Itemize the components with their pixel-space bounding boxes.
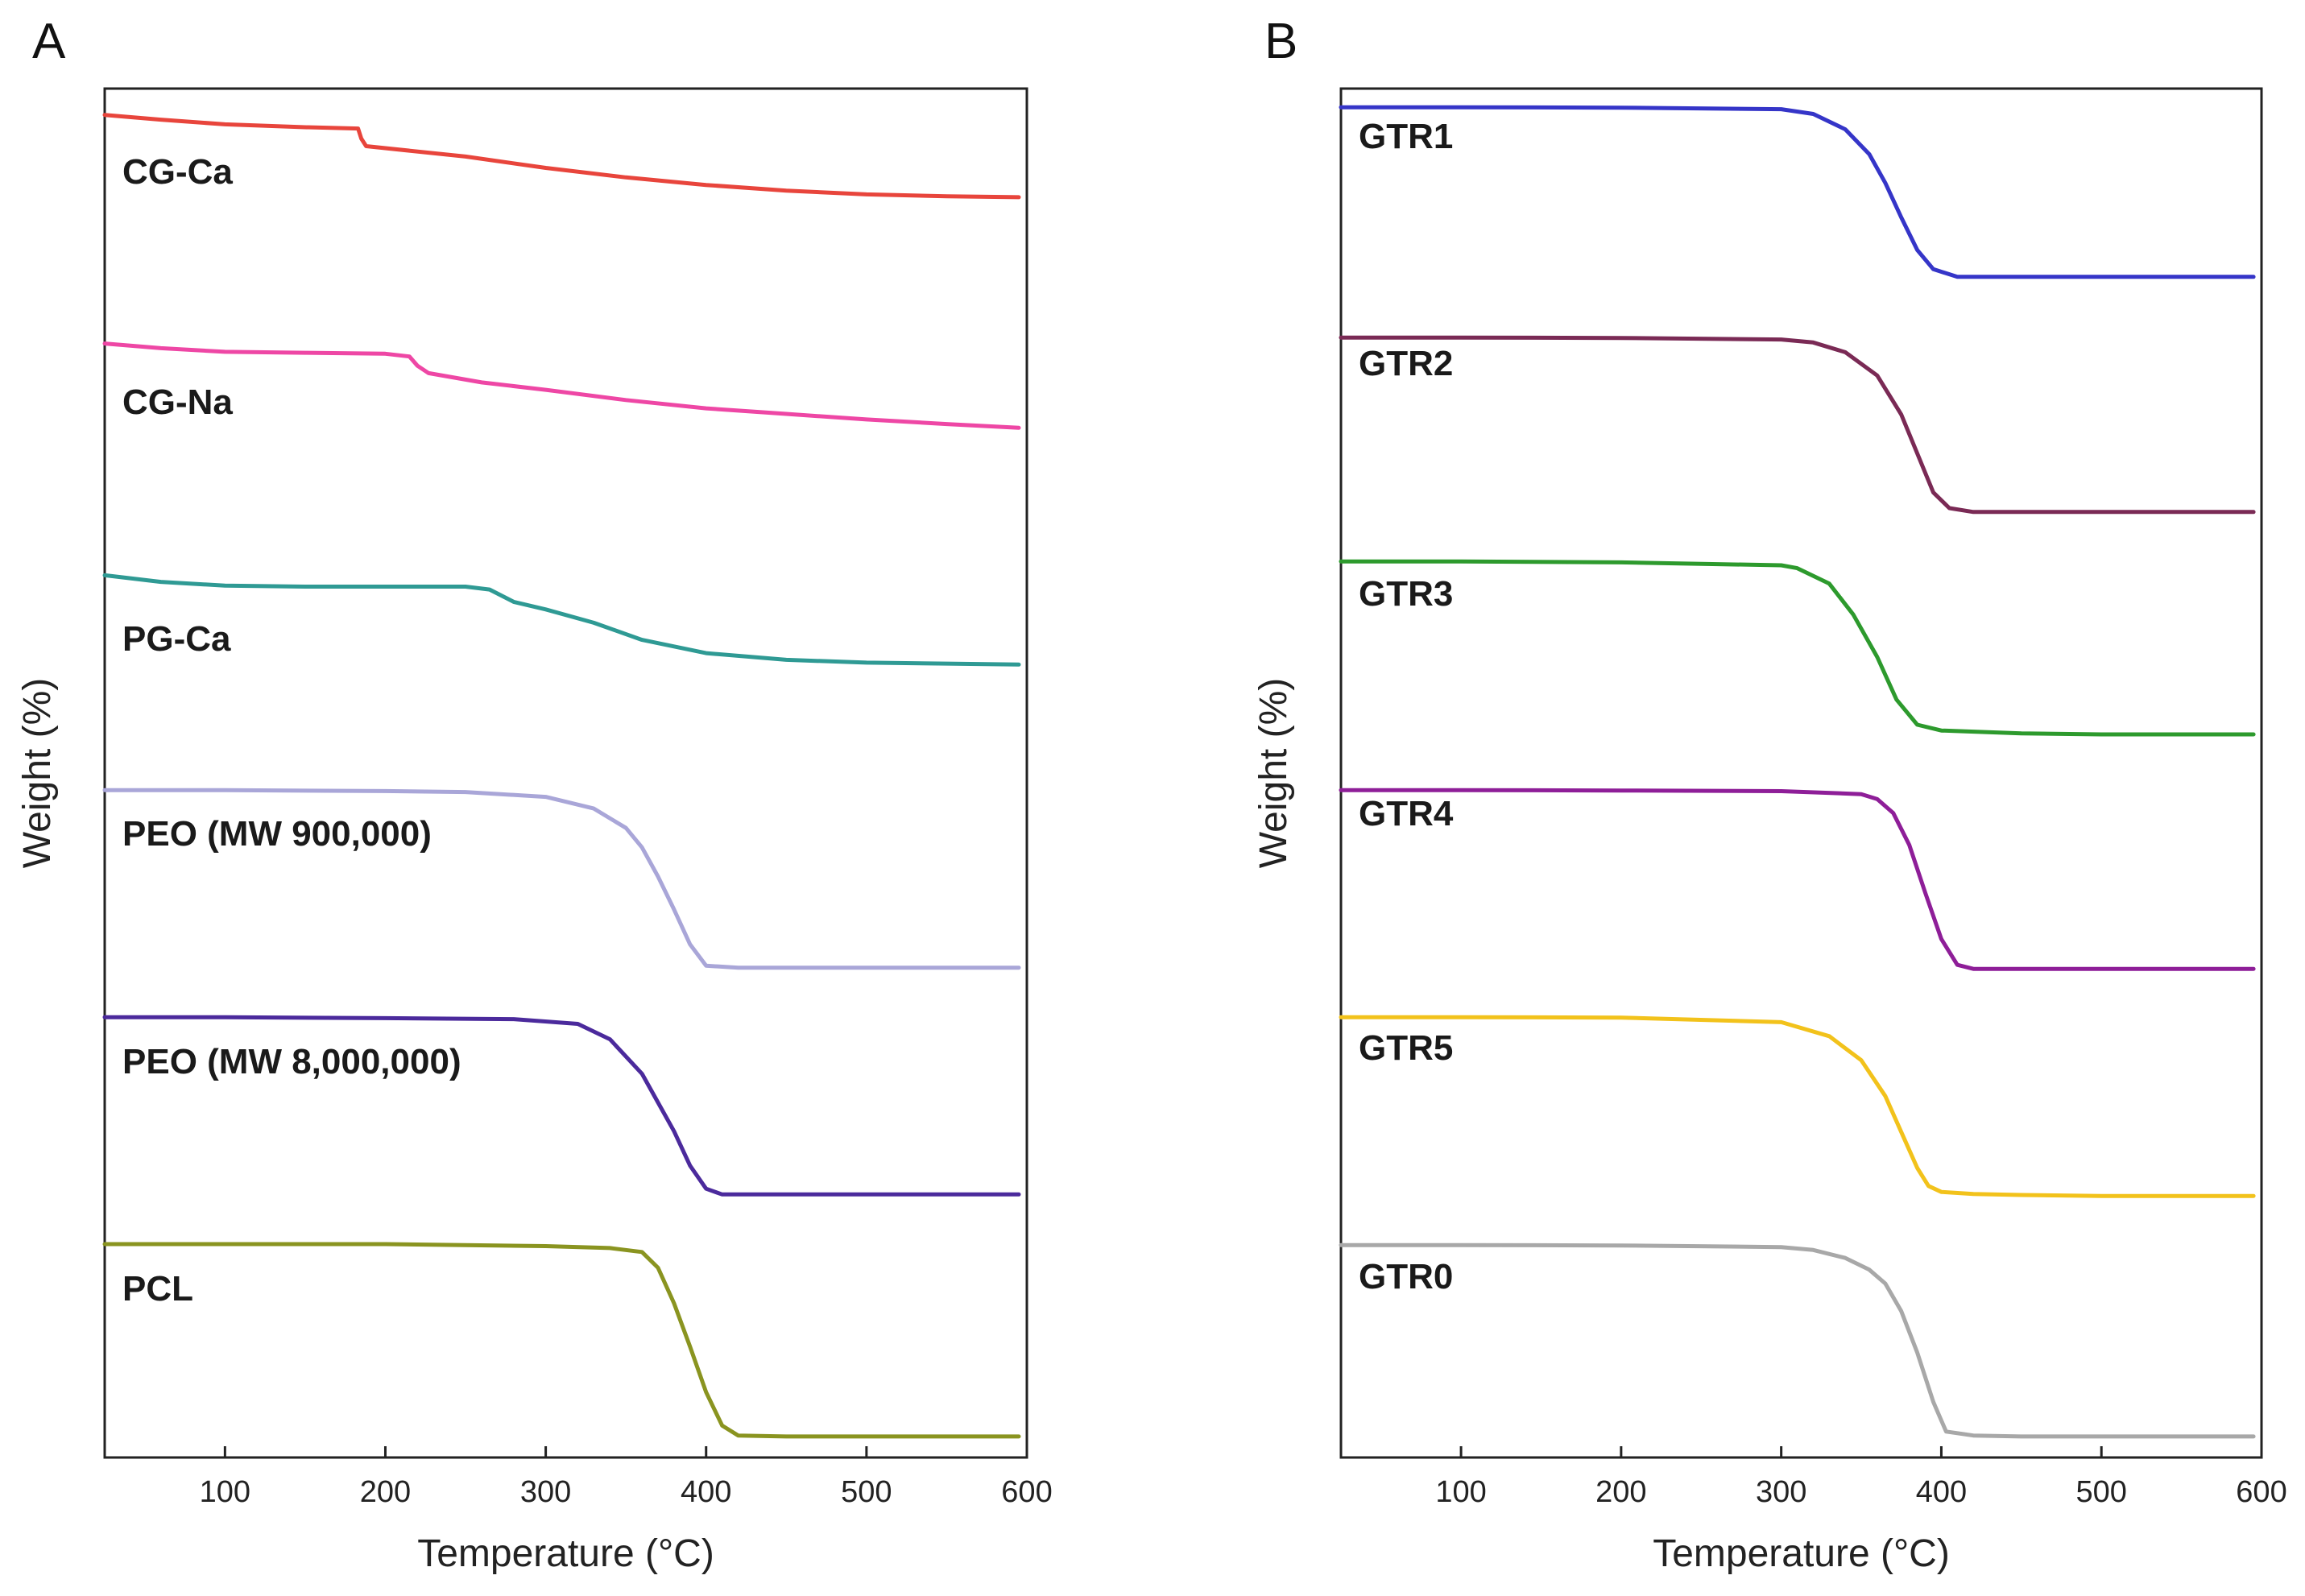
series-line-gtr3: [1339, 559, 2256, 737]
x-axis-title: Temperature (°C): [1653, 1532, 1950, 1575]
x-tick-label: 300: [1756, 1475, 1806, 1509]
series-line-peo-mw-900-000: [102, 788, 1021, 970]
series-label: GTR5: [1359, 1028, 1453, 1068]
x-axis-title: Temperature (°C): [417, 1532, 714, 1575]
chart-panel-A: A 100 200 300 400 500 600 Temperature (°C) Weigh…: [16, 14, 1053, 1575]
x-tick-label: 500: [2076, 1475, 2127, 1509]
series-label: PEO (MW 900,000): [122, 814, 432, 854]
series-line-cg-na: [102, 341, 1021, 430]
plot-frame: [1339, 87, 2263, 1459]
series-label: GTR3: [1359, 574, 1453, 614]
series-line-gtr1: [1339, 105, 2256, 279]
series-line-peo-mw-8-000-000: [102, 1015, 1021, 1197]
series-label: CG-Na: [122, 382, 233, 422]
x-tick-label: 300: [520, 1475, 571, 1509]
y-axis-title: Weight (%): [1252, 678, 1295, 869]
series-label: PCL: [122, 1269, 193, 1309]
x-tick-label: 200: [360, 1475, 411, 1509]
series-label: CG-Ca: [122, 152, 233, 192]
x-tick-label: 100: [1435, 1475, 1486, 1509]
x-tick-label: 200: [1595, 1475, 1646, 1509]
y-axis-title: Weight (%): [16, 678, 59, 869]
series-label: PG-Ca: [122, 619, 231, 659]
series-line-gtr0: [1339, 1242, 2256, 1439]
series-line-pcl: [102, 1242, 1021, 1439]
series-label: PEO (MW 8,000,000): [122, 1042, 461, 1081]
series-line-gtr4: [1339, 788, 2256, 971]
x-tick-label: 100: [200, 1475, 250, 1509]
series-label: GTR1: [1359, 117, 1453, 156]
plot-frame: [103, 87, 1028, 1459]
chart-panel-B: B 100 200 300 400 500 600 Temperature (°C) Weigh…: [1252, 14, 2287, 1575]
series-line-gtr2: [1339, 335, 2256, 515]
x-tick-label: 400: [1916, 1475, 1967, 1509]
x-tick-label: 600: [1001, 1475, 1052, 1509]
series-label: GTR0: [1359, 1257, 1453, 1296]
x-tick-label: 400: [681, 1475, 731, 1509]
series-label: GTR2: [1359, 344, 1453, 383]
series-line-gtr5: [1339, 1015, 2256, 1198]
panel-letter: B: [1264, 14, 1297, 69]
series-line-pg-ca: [102, 573, 1021, 667]
series-line-cg-ca: [102, 113, 1021, 200]
series-label: GTR4: [1359, 794, 1454, 833]
panel-letter: A: [32, 14, 66, 69]
x-tick-label: 600: [2236, 1475, 2286, 1509]
x-tick-label: 500: [841, 1475, 892, 1509]
